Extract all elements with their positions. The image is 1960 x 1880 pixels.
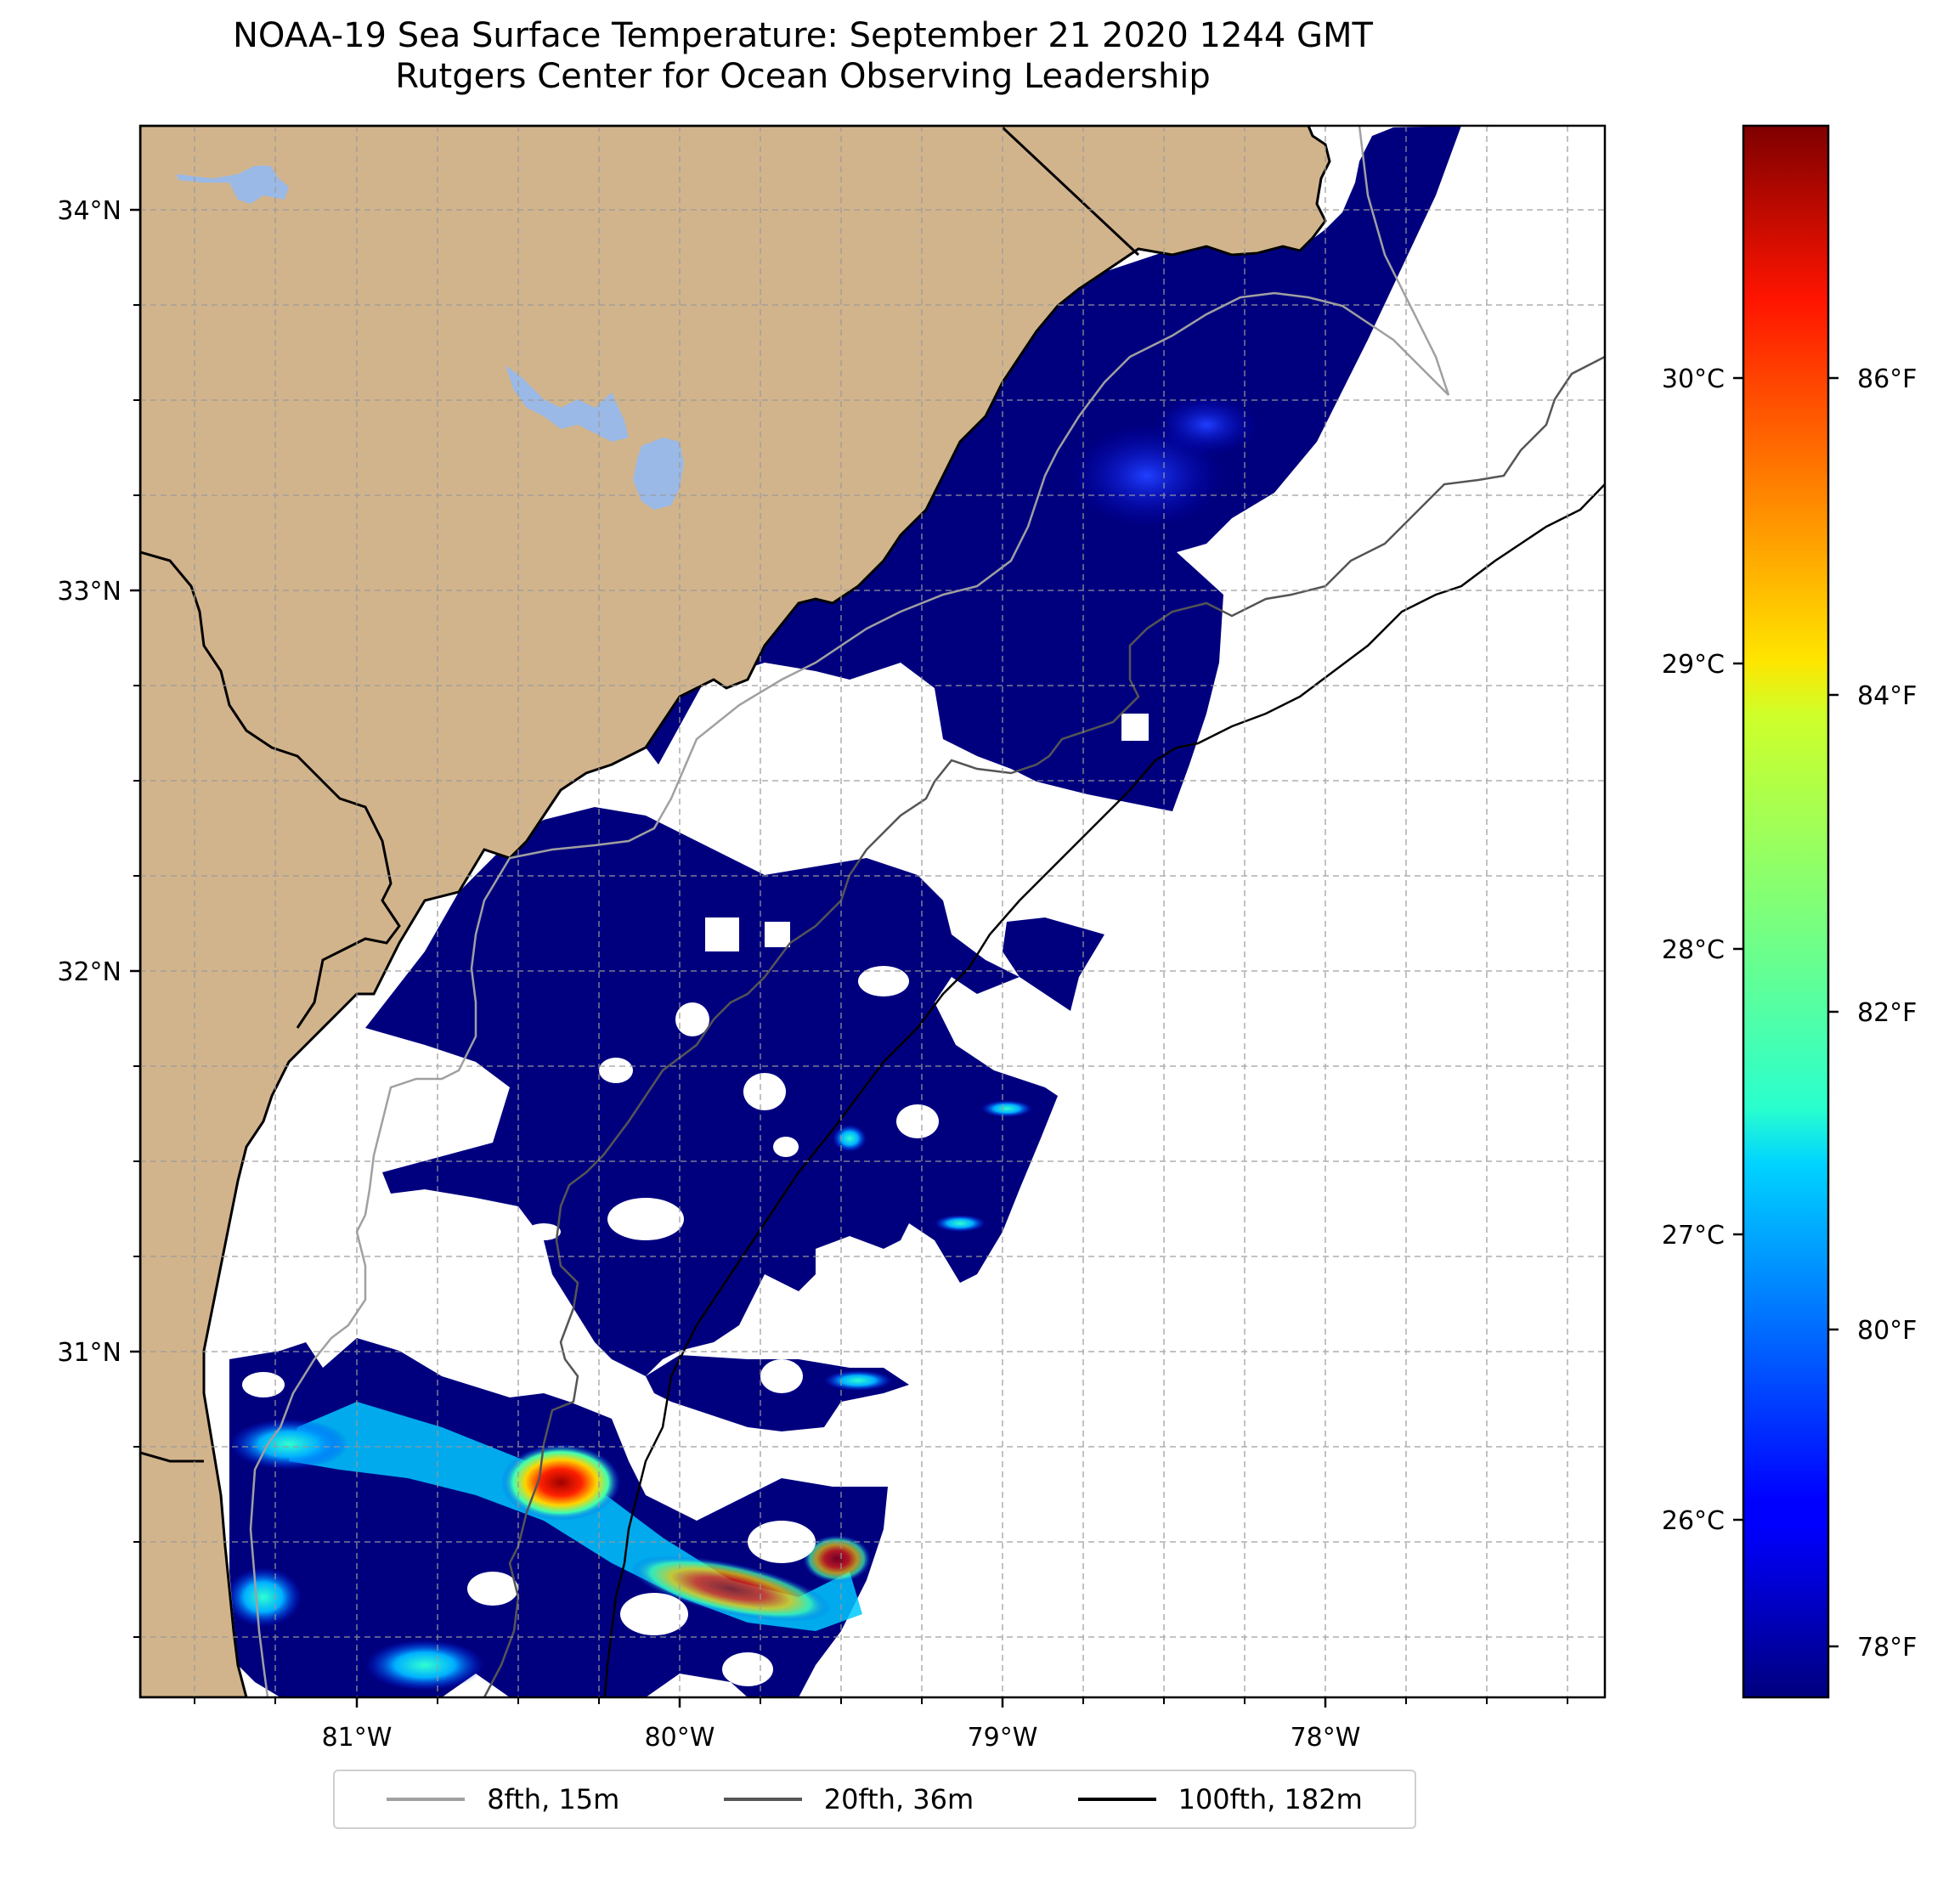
x-axis: 81°W 80°W 79°W 78°W	[322, 1697, 1361, 1750]
colorbar-fahrenheit-label: 78°F	[1857, 1633, 1917, 1663]
colorbar-fahrenheit-label: 86°F	[1857, 364, 1917, 394]
legend-label: 20fth, 36m	[823, 1783, 974, 1815]
y-axis: 34°N 33°N 32°N 31°N	[57, 196, 140, 1368]
x-tick-label: 79°W	[968, 1723, 1038, 1750]
colorbar-celsius-label: 26°C	[1662, 1506, 1725, 1536]
colorbar-fahrenheit-axis: 86°F 84°F 82°F 80°F 78°F	[1828, 364, 1917, 1663]
sst-warm-spur	[824, 1370, 892, 1391]
x-tick-label: 78°W	[1291, 1723, 1361, 1750]
x-tick-label: 80°W	[645, 1723, 715, 1750]
map-figure: 81°W 80°W 79°W 78°W 34°N 33°N 32°N 31°N …	[57, 124, 1917, 1750]
lake-moultrie	[633, 438, 684, 510]
title-line-2: Rutgers Center for Ocean Observing Leade…	[395, 57, 1211, 96]
legend-swatch-100fth	[1077, 1798, 1156, 1801]
legend-item-8fth: 8fth, 15m	[387, 1783, 619, 1815]
sst-warm-west	[229, 1419, 348, 1470]
contour-20fth	[483, 355, 1605, 1697]
sst-blue-north2	[1155, 395, 1257, 454]
lakes	[177, 166, 684, 510]
legend-label: 8fth, 15m	[487, 1783, 620, 1815]
sst-warm-southcenter	[365, 1640, 484, 1691]
map-panel	[140, 126, 1605, 1697]
sst-hot-core	[501, 1444, 620, 1521]
sst-warm-mid1	[833, 1125, 867, 1152]
minor-ticks	[133, 304, 1568, 1704]
x-tick-label: 81°W	[322, 1723, 393, 1750]
legend-swatch-8fth	[387, 1798, 466, 1801]
colorbar-celsius-label: 29°C	[1662, 650, 1725, 680]
legend-item-100fth: 100fth, 182m	[1077, 1783, 1363, 1815]
contour-100fth	[603, 483, 1605, 1697]
page-title: NOAA-19 Sea Surface Temperature: Septemb…	[0, 15, 1606, 97]
colorbar-celsius-label: 27°C	[1662, 1221, 1725, 1251]
sst-warm-east	[803, 1535, 871, 1583]
bathymetry-contours	[249, 126, 1605, 1697]
contour-8fth	[249, 126, 1450, 1697]
lake-marion	[506, 365, 629, 442]
legend-label: 100fth, 182m	[1178, 1783, 1363, 1815]
cloud-gaps	[242, 714, 1149, 1686]
colorbar-celsius-label: 30°C	[1662, 364, 1725, 394]
sst-patch-central	[365, 807, 1058, 1376]
contour-legend: 8fth, 15m 20fth, 36m 100fth, 182m	[333, 1770, 1416, 1829]
map-frame	[138, 124, 1607, 1699]
sst-hot-filament	[630, 1555, 831, 1622]
y-tick-label: 31°N	[57, 1338, 121, 1368]
colorbar-celsius-label: 28°C	[1662, 935, 1725, 965]
legend-item-20fth: 20fth, 36m	[723, 1783, 974, 1815]
colorbar-celsius-axis: 30°C 29°C 28°C 27°C 26°C	[1662, 364, 1743, 1536]
colorbar: 30°C 29°C 28°C 27°C 26°C 86°F 84°F 82°F …	[1662, 124, 1917, 1699]
y-tick-label: 32°N	[57, 957, 121, 987]
sst-patch-east-finger	[1003, 917, 1104, 1011]
colorbar-gradient	[1742, 124, 1830, 1699]
sst-warm-mid2	[981, 1100, 1032, 1117]
y-tick-label: 33°N	[57, 577, 121, 607]
y-tick-label: 34°N	[57, 196, 121, 226]
lake-north	[177, 166, 289, 204]
gridlines	[140, 126, 1605, 1697]
legend-swatch-20fth	[723, 1798, 802, 1801]
colorbar-fahrenheit-label: 82°F	[1857, 998, 1917, 1028]
colorbar-fahrenheit-label: 80°F	[1857, 1316, 1917, 1346]
sst-warm-southwest	[225, 1567, 302, 1627]
sst-warm-mid3	[935, 1215, 986, 1232]
title-line-1: NOAA-19 Sea Surface Temperature: Septemb…	[233, 16, 1373, 55]
colorbar-fahrenheit-label: 84°F	[1857, 681, 1917, 711]
